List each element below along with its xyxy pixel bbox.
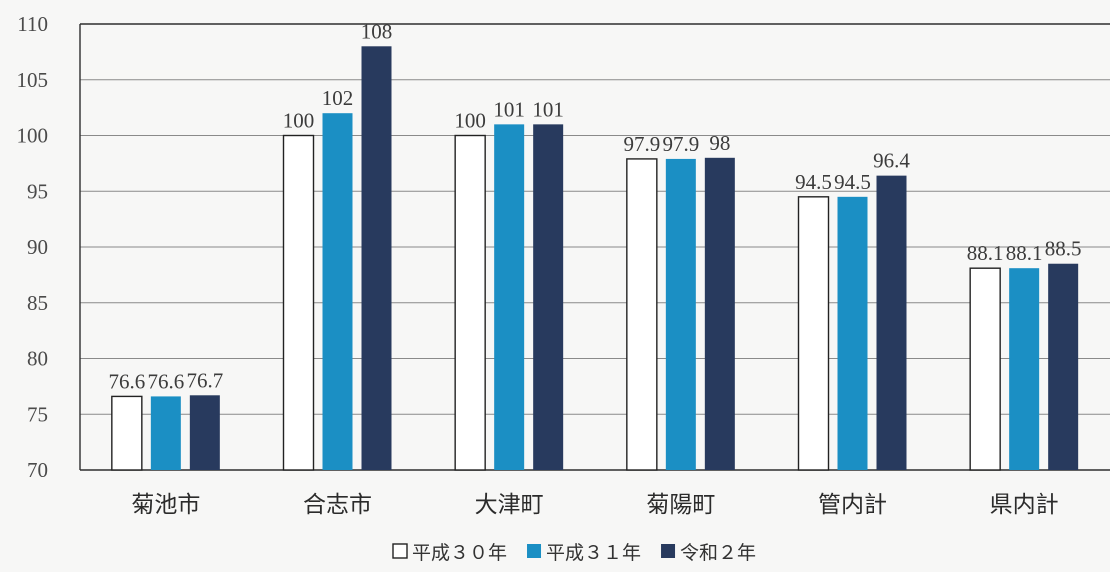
x-tick-label: 菊陽町 [646, 492, 715, 518]
y-axis-ticks: 70 75 80 85 90 95 100 105 110 [17, 12, 49, 482]
y-tick-label: 100 [17, 124, 49, 148]
legend-label: 平成３１年 [546, 542, 641, 564]
bar [876, 175, 907, 470]
legend-swatch [661, 544, 676, 558]
legend-label: 令和２年 [680, 542, 756, 564]
bar [494, 124, 525, 470]
x-axis-labels: 菊池市 合志市 大津町 菊陽町 管内計 県内計 [131, 492, 1058, 518]
bar [665, 158, 696, 471]
y-tick-label: 90 [27, 235, 48, 259]
bar [969, 267, 1001, 471]
bar [322, 113, 353, 470]
bar [797, 196, 830, 471]
bar [704, 157, 735, 471]
x-tick-label: 大津町 [475, 492, 544, 518]
data-label: 100 [454, 109, 486, 133]
y-tick-label: 70 [27, 458, 48, 482]
data-label: 94.5 [795, 170, 832, 194]
data-label: 94.5 [834, 170, 871, 194]
y-tick-label: 85 [27, 291, 48, 315]
legend-label: 平成３０年 [412, 542, 507, 564]
data-label: 88.1 [1006, 241, 1043, 265]
y-tick-label: 75 [27, 402, 48, 426]
y-tick-label: 110 [17, 12, 48, 36]
x-tick-label: 合志市 [303, 492, 372, 518]
bar [361, 46, 392, 471]
bar [626, 158, 658, 471]
data-label: 88.5 [1045, 237, 1082, 261]
y-tick-label: 80 [27, 347, 48, 371]
bar [837, 196, 868, 470]
grid-lines [79, 23, 1110, 471]
bar [1009, 268, 1040, 470]
legend-swatch [527, 544, 542, 558]
data-label: 96.4 [873, 149, 910, 173]
data-label: 76.6 [147, 369, 184, 393]
data-label: 97.9 [623, 132, 660, 156]
bars [111, 46, 1079, 471]
x-tick-label: 県内計 [990, 492, 1059, 518]
data-label: 98 [709, 131, 730, 155]
bar [111, 395, 143, 471]
y-tick-label: 95 [27, 179, 48, 203]
data-label: 100 [283, 109, 315, 133]
data-label: 76.7 [186, 368, 223, 392]
legend-swatch [392, 543, 408, 559]
data-label: 76.6 [108, 369, 145, 393]
bar [454, 134, 486, 471]
data-label: 108 [361, 19, 393, 43]
bar [1048, 263, 1079, 470]
bar [189, 395, 220, 470]
x-tick-label: 菊池市 [131, 492, 200, 518]
data-label: 102 [322, 86, 354, 110]
data-label: 88.1 [967, 241, 1004, 265]
y-tick-label: 105 [17, 68, 49, 92]
bar [282, 134, 315, 471]
data-label: 97.9 [662, 132, 699, 156]
data-label: 101 [493, 97, 525, 121]
bar [150, 396, 181, 470]
bar [533, 124, 564, 470]
x-tick-label: 管内計 [818, 492, 887, 518]
legend: 平成３０年 平成３１年 令和２年 [392, 542, 756, 564]
data-label: 101 [532, 97, 564, 121]
